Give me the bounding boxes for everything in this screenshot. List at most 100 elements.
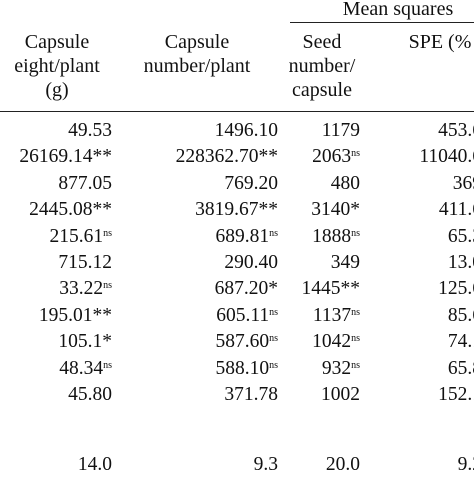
table-row-8-col1-cell: 195.01** <box>0 304 112 328</box>
cell-value: 453.6 <box>438 120 474 141</box>
table-row-6-col2-cell: 290.40 <box>126 251 278 275</box>
cell-value: 1137 <box>312 305 352 326</box>
table-row-11-col4-cell: 152.1 <box>384 383 474 407</box>
table-row-10-col3-cell: 932ns <box>290 357 360 381</box>
col1-header-line1: Capsule <box>24 31 90 53</box>
table-row-2-col1-cell: 26169.14** <box>0 145 112 169</box>
cell-value: 1888 <box>312 226 352 247</box>
table-row-last-col4-cell: 9.2 <box>384 453 474 477</box>
cell-value: 20.0 <box>325 454 360 475</box>
cell-value: 2445.08** <box>29 199 112 220</box>
significance-marker: ns <box>269 228 278 239</box>
cell-value: 689.81 <box>215 226 270 247</box>
table-row-1-col4-cell: 453.6 <box>384 119 474 143</box>
table-row-11-col2-cell: 371.78 <box>126 383 278 407</box>
table-row-3-col3-cell: 480 <box>290 172 360 196</box>
cell-value: 349 <box>330 252 360 273</box>
cell-value: 9.2 <box>457 454 474 475</box>
table-row-3-col4-cell: 369 <box>384 172 474 196</box>
col3-header-line2: number/ <box>288 55 356 77</box>
cell-value: 605.11 <box>216 305 270 326</box>
col4-header-line1: SPE (% <box>408 31 472 53</box>
table-row-8-col2-cell: 605.11ns <box>126 304 278 328</box>
significance-marker: ns <box>351 228 360 239</box>
cell-value: 65.3 <box>447 226 474 247</box>
cell-value: 105.1* <box>58 331 112 352</box>
table-row-2-col2-cell: 228362.70** <box>126 145 278 169</box>
cell-value: 715.12 <box>58 252 112 273</box>
significance-marker: ns <box>269 307 278 318</box>
table-row-4-col1-cell: 2445.08** <box>0 198 112 222</box>
cell-value: 195.01** <box>38 305 112 326</box>
cell-value: 74.1 <box>447 331 474 352</box>
table-row-2-col3-cell: 2063ns <box>290 145 360 169</box>
cell-value: 1002 <box>321 384 360 405</box>
significance-marker: ns <box>269 360 278 371</box>
cell-value: 1445** <box>301 278 361 299</box>
cell-value: 26169.14** <box>19 146 112 167</box>
table-row-1-col2-cell: 1496.10 <box>126 119 278 143</box>
cell-value: 587.60 <box>215 331 270 352</box>
cell-value: 2063 <box>312 146 352 167</box>
col1-header-line3: (g) <box>45 79 69 101</box>
col3-header-line1: Seed <box>302 31 342 53</box>
cell-value: 14.0 <box>77 454 112 475</box>
cell-value: 125.6 <box>438 278 474 299</box>
col2-header-line1: Capsule <box>164 31 230 53</box>
cell-value: 13.0 <box>447 252 474 273</box>
table-row-1-col1-cell: 49.53 <box>0 119 112 143</box>
table-row-9-col4-cell: 74.1 <box>384 330 474 354</box>
cell-value: 932 <box>321 358 352 379</box>
table-row-4-col4-cell: 411.6 <box>384 198 474 222</box>
col1-header-line2: eight/plant <box>14 55 100 77</box>
table-row-11-col1-cell: 45.80 <box>0 383 112 407</box>
significance-marker: ns <box>103 228 112 239</box>
table-row-11-col3-cell: 1002 <box>290 383 360 407</box>
table-row-10-col1-cell: 48.34ns <box>0 357 112 381</box>
cell-value: 49.53 <box>68 120 112 141</box>
table-row-last-col3-cell: 20.0 <box>290 453 360 477</box>
table-row-3-col1-cell: 877.05 <box>0 172 112 196</box>
cell-value: 687.20* <box>214 278 278 299</box>
table-row-10-col2-cell: 588.10ns <box>126 357 278 381</box>
table-row-6-col1-cell: 715.12 <box>0 251 112 275</box>
cell-value: 769.20 <box>224 173 278 194</box>
significance-marker: ns <box>351 148 360 159</box>
significance-marker: ns <box>351 307 360 318</box>
significance-marker: ns <box>351 360 360 371</box>
cell-value: 1496.10 <box>214 120 278 141</box>
table-row-7-col2-cell: 687.20* <box>126 277 278 301</box>
table-row-2-col4-cell: 11040.6 <box>384 145 474 169</box>
table-row-last-col2-cell: 9.3 <box>126 453 278 477</box>
table-row-8-col4-cell: 85.6 <box>384 304 474 328</box>
group-header-mean-squares: Mean squares <box>342 0 454 20</box>
col2-header-line2: number/plant <box>143 55 251 77</box>
cell-value: 290.40 <box>224 252 278 273</box>
cell-value: 1179 <box>321 120 360 141</box>
cell-value: 215.61 <box>49 226 104 247</box>
cell-value: 371.78 <box>224 384 278 405</box>
cell-value: 411.6 <box>438 199 474 220</box>
cell-value: 85.6 <box>447 305 474 326</box>
cell-value: 9.3 <box>253 454 278 475</box>
header-bottom-rule <box>0 111 474 112</box>
cell-value: 11040.6 <box>419 146 474 167</box>
table-row-5-col2-cell: 689.81ns <box>126 225 278 249</box>
cell-value: 3819.67** <box>195 199 278 220</box>
table-row-10-col4-cell: 65.8 <box>384 357 474 381</box>
cell-value: 228362.70** <box>175 146 278 167</box>
table-row-5-col4-cell: 65.3 <box>384 225 474 249</box>
significance-marker: ns <box>351 333 360 344</box>
table-row-5-col1-cell: 215.61ns <box>0 225 112 249</box>
significance-marker: ns <box>269 333 278 344</box>
cell-value: 1042 <box>312 331 352 352</box>
table-row-5-col3-cell: 1888ns <box>290 225 360 249</box>
group-header-rule <box>290 22 474 23</box>
table-row-1-col3-cell: 1179 <box>290 119 360 143</box>
cell-value: 480 <box>330 173 360 194</box>
cell-value: 65.8 <box>447 358 474 379</box>
cell-value: 152.1 <box>438 384 474 405</box>
table-row-9-col1-cell: 105.1* <box>0 330 112 354</box>
table-row-9-col2-cell: 587.60ns <box>126 330 278 354</box>
cell-value: 33.22 <box>59 278 104 299</box>
